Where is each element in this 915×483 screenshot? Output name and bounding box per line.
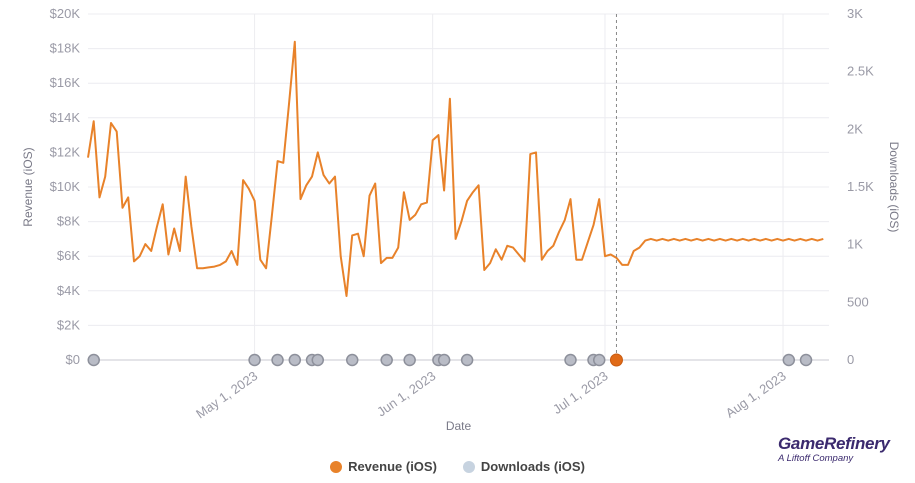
y-right-tick-label: 0 — [847, 352, 854, 367]
y-right-tick-label: 1.5K — [847, 179, 874, 194]
brand-subtitle: A Liftoff Company — [778, 453, 854, 464]
event-marker — [403, 353, 416, 367]
y-left-tick-label: $14K — [50, 110, 81, 125]
event-marker — [311, 353, 325, 367]
event-marker — [345, 353, 359, 367]
x-tick-label: Aug 1, 2023 — [723, 368, 789, 421]
y-left-tick-label: $2K — [57, 317, 80, 332]
y-left-tick-label: $10K — [50, 179, 81, 194]
y-right-tick-label: 2K — [847, 121, 863, 136]
y-left-tick-label: $4K — [57, 283, 80, 298]
revenue-series-line — [87, 40, 824, 297]
y-left-tick-label: $6K — [57, 248, 80, 263]
y-left-tick-label: $18K — [50, 41, 81, 56]
legend-swatch-downloads-icon — [462, 460, 475, 473]
y-left-tick-label: $20K — [50, 6, 81, 21]
y-right-tick-label: 3K — [847, 6, 863, 21]
y-left-tick-label: $16K — [50, 75, 81, 90]
x-tick-label: Jun 1, 2023 — [374, 368, 438, 419]
y-right-tick-label: 2.5K — [847, 64, 874, 79]
event-marker-highlighted — [609, 353, 623, 367]
y-left-tick-label: $8K — [57, 214, 80, 229]
y-left-tick-label: $0 — [66, 352, 80, 367]
event-marker — [271, 353, 284, 367]
event-marker — [380, 353, 393, 367]
event-marker — [799, 353, 813, 367]
legend: Revenue (iOS) Downloads (iOS) — [0, 459, 915, 474]
legend-swatch-revenue-icon — [330, 460, 343, 473]
x-tick-label: Jul 1, 2023 — [550, 368, 611, 417]
legend-item-downloads[interactable]: Downloads (iOS) — [462, 459, 585, 474]
event-marker — [564, 353, 577, 367]
brand-logo: GameRefinery A Liftoff Company — [778, 434, 890, 464]
event-marker — [87, 353, 100, 367]
legend-label-revenue: Revenue (iOS) — [348, 459, 437, 474]
y-right-tick-label: 500 — [847, 294, 869, 309]
event-marker — [248, 353, 261, 367]
event-marker — [288, 353, 302, 367]
y-left-axis-title: Revenue (iOS) — [21, 147, 35, 226]
y-left-tick-label: $12K — [50, 144, 81, 159]
event-marker — [437, 353, 451, 367]
y-right-tick-label: 1K — [847, 237, 863, 252]
event-marker — [460, 353, 474, 367]
legend-label-downloads: Downloads (iOS) — [480, 459, 585, 474]
event-marker — [782, 353, 796, 367]
x-axis-title: Date — [446, 419, 472, 433]
legend-item-revenue[interactable]: Revenue (iOS) — [330, 459, 437, 474]
brand-name: GameRefinery — [778, 434, 890, 453]
event-marker — [592, 353, 606, 367]
x-tick-label: May 1, 2023 — [193, 368, 260, 421]
y-right-axis-title: Downloads (iOS) — [887, 142, 901, 233]
